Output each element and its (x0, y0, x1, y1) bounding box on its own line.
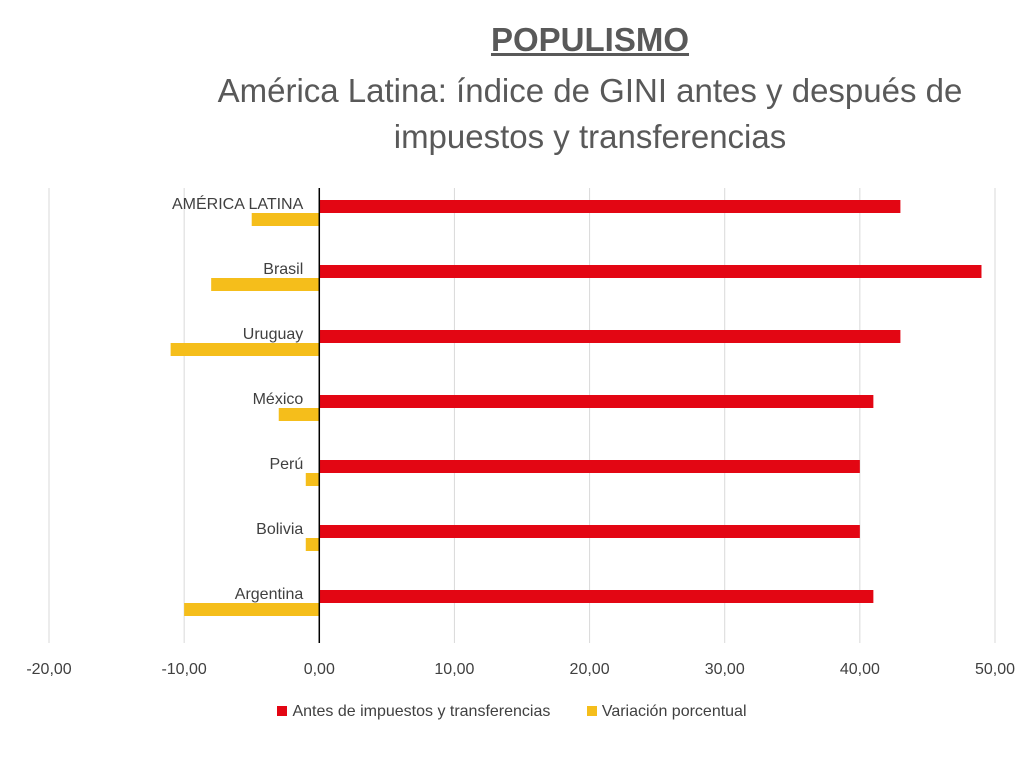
category-label-4: Perú (269, 456, 303, 473)
bar-before-taxes-6 (319, 590, 874, 603)
bar-percent-change-1 (211, 278, 320, 291)
legend-item-before-taxes: Antes de impuestos y transferencias (277, 703, 550, 721)
x-tick-label-3: 10,00 (434, 661, 474, 678)
bar-percent-change-5 (305, 538, 320, 551)
legend-item-percent-change: Variación porcentual (586, 703, 747, 721)
category-label-3: México (253, 391, 304, 408)
chart-subtitle: América Latina: índice de GINI antes y d… (217, 72, 963, 155)
chart-legend: Antes de impuestos y transferencias Vari… (0, 703, 1024, 721)
legend-swatch-before-taxes (277, 705, 288, 716)
legend-label-percent-change: Variación porcentual (601, 703, 747, 720)
bar-percent-change-3 (278, 408, 320, 421)
x-tick-label-2: 0,00 (304, 661, 335, 678)
bar-percent-change-0 (251, 213, 320, 226)
bar-before-taxes-1 (319, 265, 982, 278)
category-label-1: Brasil (263, 261, 303, 278)
bar-percent-change-2 (170, 343, 320, 356)
x-tick-label-1: -10,00 (161, 661, 206, 678)
bar-before-taxes-2 (319, 330, 901, 343)
x-tick-label-4: 20,00 (570, 661, 610, 678)
category-label-6: Argentina (235, 586, 304, 603)
bar-before-taxes-0 (319, 200, 901, 213)
x-tick-label-6: 40,00 (840, 661, 880, 678)
bar-before-taxes-4 (319, 460, 860, 473)
legend-swatch-percent-change (586, 705, 597, 716)
bar-before-taxes-5 (319, 525, 860, 538)
category-label-0: AMÉRICA LATINA (172, 194, 304, 213)
x-tick-label-7: 50,00 (975, 661, 1015, 678)
category-label-2: Uruguay (243, 326, 303, 343)
chart-title: POPULISMO (490, 21, 690, 58)
category-label-5: Bolivia (256, 521, 303, 538)
bar-before-taxes-3 (319, 395, 874, 408)
legend-label-before-taxes: Antes de impuestos y transferencias (292, 703, 551, 720)
chart-heading: POPULISMO América Latina: índice de GINI… (175, 18, 1005, 160)
x-tick-label-5: 30,00 (705, 661, 745, 678)
x-tick-label-0: -20,00 (26, 661, 71, 678)
bar-percent-change-6 (184, 603, 320, 616)
bar-percent-change-4 (305, 473, 320, 486)
